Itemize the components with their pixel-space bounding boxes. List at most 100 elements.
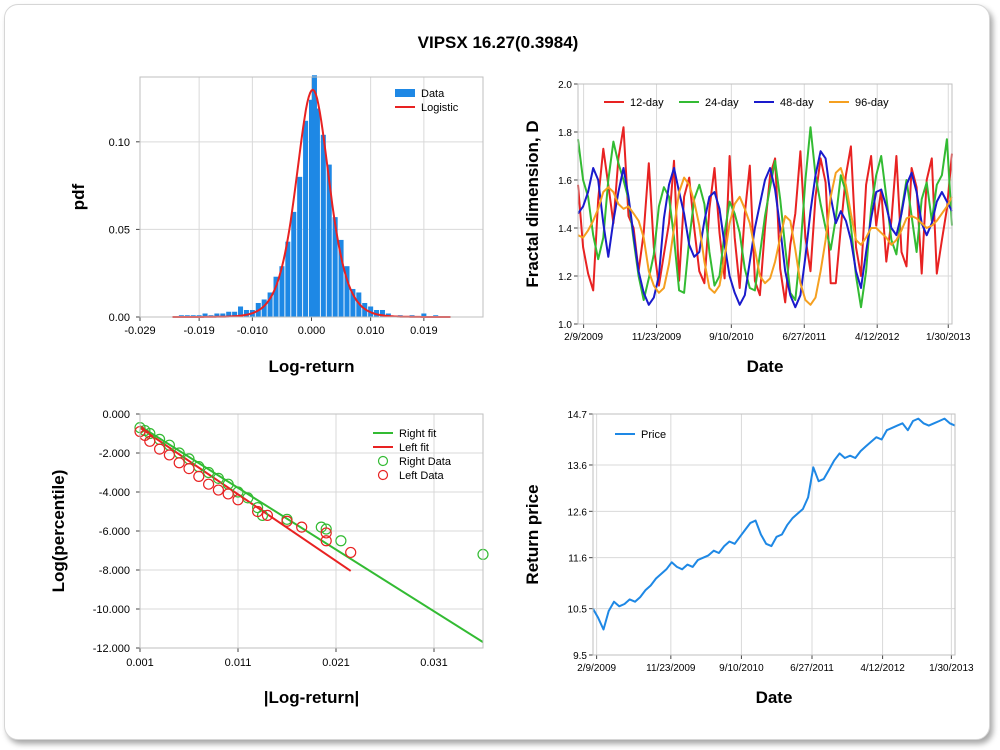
legend-label: Left fit [399,442,429,454]
x-tick-label: 0.001 [126,657,154,669]
x-tick-label: 2/9/2009 [577,663,616,674]
legend-label-logistic: Logistic [421,102,459,114]
legend-swatch [377,455,389,467]
left-data-point [296,521,308,533]
y-axis-label: Log(percentile) [49,470,68,593]
log-percentile-plot-border [139,413,484,649]
histogram-bar [303,120,309,317]
fractal-dimension-panel-plot-border [577,83,953,325]
y-tick-label: 1.2 [558,272,572,283]
legend-label: 96-day [855,97,889,109]
legend-label: 24-day [705,97,739,109]
figure-title: VIPSX 16.27(0.3984) [418,33,579,52]
histogram-bar [338,239,344,317]
left-data-point [261,509,273,522]
y-tick-label: 11.6 [568,554,587,565]
histogram-bar [350,288,356,317]
x-tick-label: 0.011 [225,657,252,669]
x-tick-label: 6/27/2011 [790,663,834,674]
histogram-bar [314,108,320,318]
y-tick-label: 12.6 [568,507,588,518]
left-data-point [183,463,195,475]
y-tick-label: -2.000 [99,448,130,460]
left-fit-line [139,426,352,572]
histogram-bar [273,276,279,317]
histogram-bar [243,309,249,317]
histogram-bar [421,313,427,317]
legend-label: Right fit [399,428,436,440]
figure-frame [4,4,990,740]
x-tick-label: 1/30/2013 [926,332,971,343]
histogram-bar [261,299,267,317]
x-tick-label: 0.010 [357,325,385,337]
y-tick-label: 1.6 [558,176,572,187]
y-tick-label: 9.5 [573,651,587,662]
histogram-bar [291,211,297,317]
return-price-panel: 2/9/2009 11/23/2009 9/10/2010 6/27/2011 4/12… [523,410,974,707]
y-axis-label: Return price [523,484,542,584]
left-data-point [320,535,332,547]
legend-label-data: Data [421,88,445,100]
histogram-bar [326,164,332,317]
x-tick-label: 11/23/2009 [632,332,682,343]
histogram-bar [311,75,317,318]
series-line-price [592,417,956,631]
left-data-point [203,478,215,490]
y-tick-label: 1.4 [558,224,572,235]
y-tick-label: 0.10 [109,137,130,149]
left-data-point [144,435,156,447]
right-data-point [212,472,224,484]
x-tick-label: 11/23/2009 [646,663,696,674]
series-line-96-day [577,167,953,306]
histogram-bar [202,313,208,317]
left-data-point [252,505,264,518]
histogram-bar [279,266,285,317]
y-axis-label: Fractal dimension, D [523,120,542,287]
y-tick-label: 0.000 [102,409,130,421]
x-tick-label: 1/30/2013 [929,663,974,674]
y-tick-label: 0.00 [109,312,130,324]
x-axis-label: Log-return [269,357,355,376]
histogram-panel: -0.029 -0.019 -0.010 0.000 0.010 0.019 0.00 0.0… [69,75,483,376]
histogram-bar [220,313,226,317]
x-tick-label: -0.029 [124,325,155,337]
x-tick-label: 4/12/2012 [855,332,900,343]
log-percentile-panel: 0.001 0.011 0.021 0.031 0.000 -2.000 -4.000 -6.… [49,409,489,707]
legend-swatch-data [395,89,415,97]
right-data-point [203,466,215,479]
histogram-bar [344,266,350,317]
x-tick-label: 0.021 [322,657,350,669]
left-data-point [173,457,185,469]
x-tick-label: 0.019 [410,325,438,337]
x-tick-label: 4/12/2012 [860,663,905,674]
y-tick-label: 13.6 [568,461,588,472]
right-data-point [252,502,264,514]
x-tick-label: 9/10/2010 [709,332,754,343]
y-tick-label: 1.0 [558,320,572,331]
legend-label: 12-day [630,97,664,109]
histogram-bar [214,313,220,317]
histogram-bar [379,309,385,317]
right-data-point [335,535,347,547]
x-tick-label: -0.010 [237,325,268,337]
left-data-point [154,443,166,455]
histogram-plot-border [139,76,484,318]
histogram-bar [332,217,338,317]
histogram-bar [232,311,238,317]
y-tick-label: 2.0 [558,80,572,91]
right-data-point [320,523,332,535]
y-tick-label: -10.000 [93,604,130,616]
y-tick-label: 0.05 [109,224,130,236]
left-data-point [212,484,224,496]
histogram-bar [320,134,326,317]
fractal-dimension-panel: 2/9/2009 11/23/2009 9/10/2010 6/27/2011 4/12… [523,80,971,376]
histogram-bar [267,292,273,317]
x-tick-label: 0.031 [420,657,448,669]
x-tick-label: -0.019 [184,325,215,337]
return-price-panel-plot-border [592,413,956,656]
y-axis-label: pdf [69,183,88,210]
left-data-point [163,449,175,461]
x-axis-label: |Log-return| [264,688,359,707]
legend-label: Price [641,429,666,441]
